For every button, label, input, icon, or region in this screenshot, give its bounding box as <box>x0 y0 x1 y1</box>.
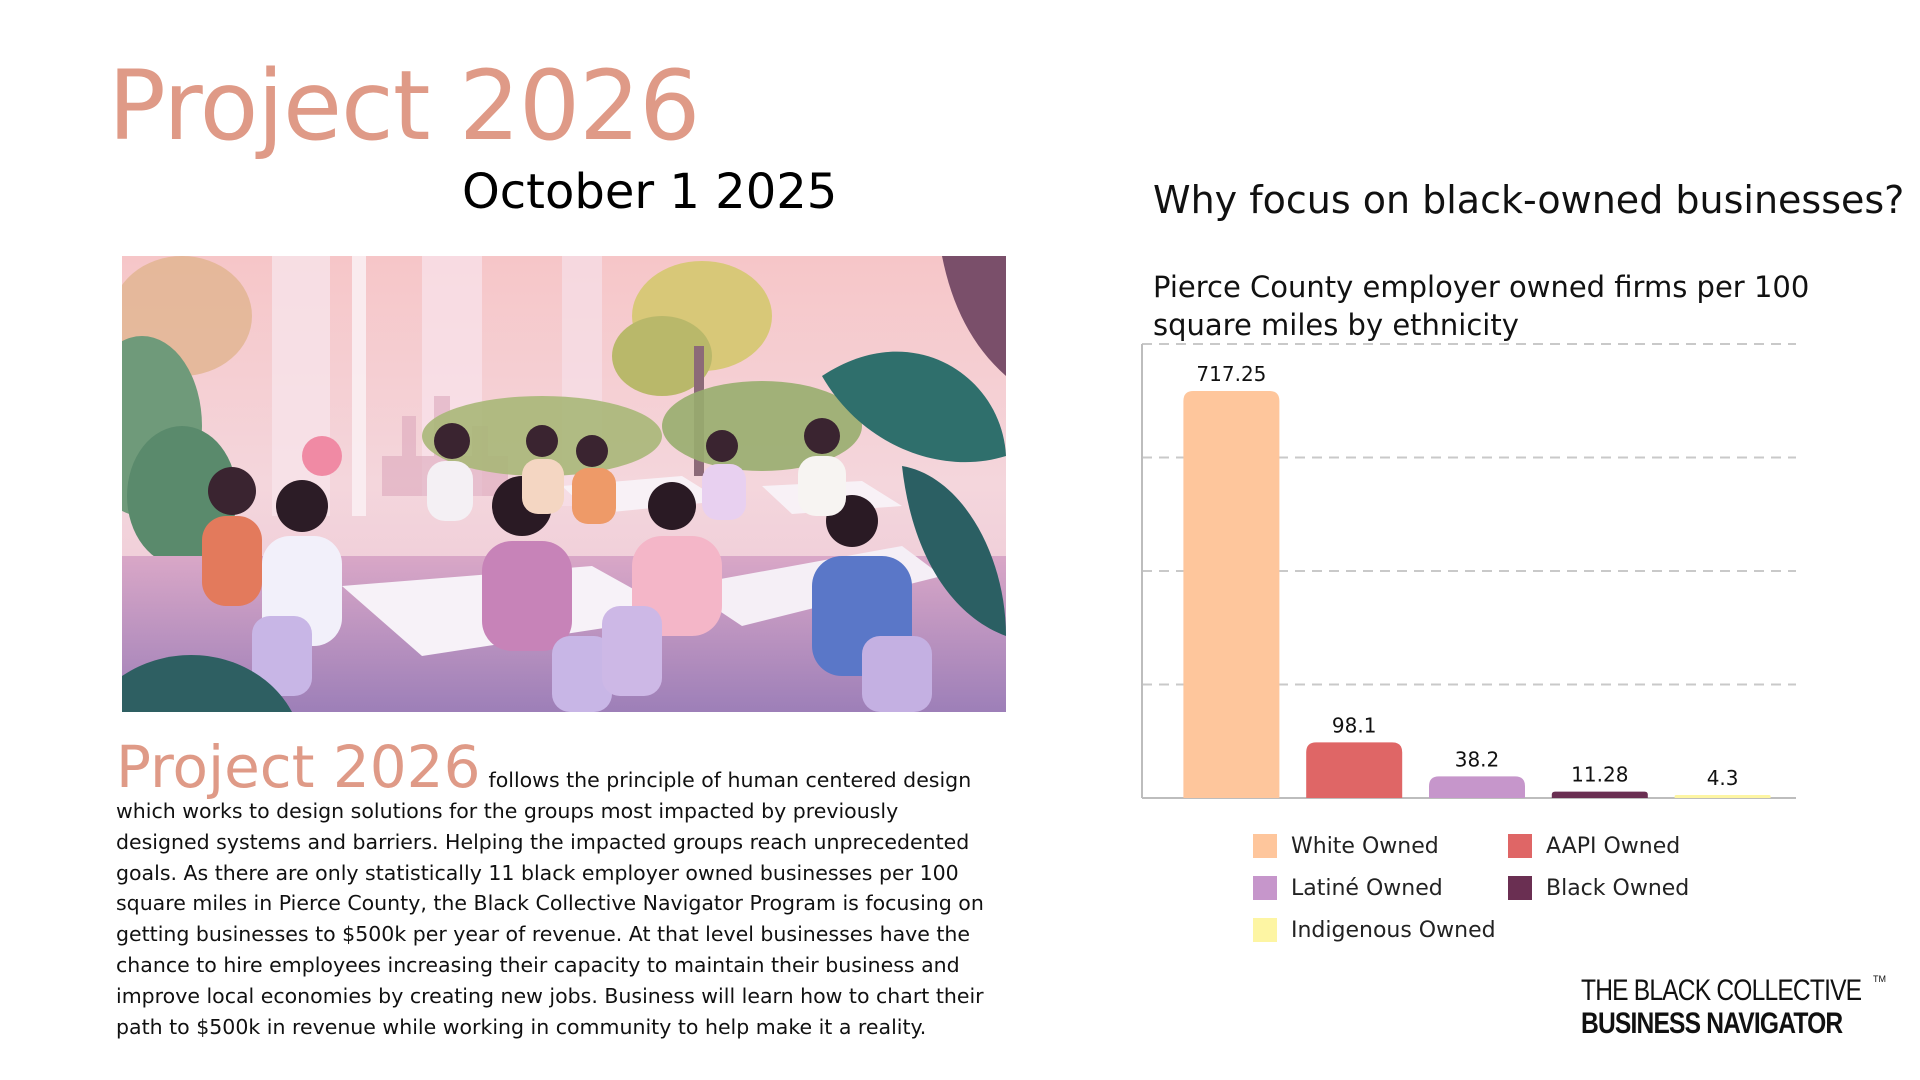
legend-swatch <box>1253 876 1277 900</box>
bar-white-owned <box>1183 390 1280 798</box>
trademark-mark: TM <box>1873 974 1886 984</box>
page-date: October 1 2025 <box>462 164 838 220</box>
chart-legend: White Owned AAPI Owned Latiné Owned Black O… <box>1253 832 1693 944</box>
logo-line2: BUSINESS NAVIGATOR <box>1581 1006 1843 1040</box>
legend-label: White Owned <box>1291 833 1439 859</box>
description-lead: Project 2026 <box>116 733 481 801</box>
data-label: 98.1 <box>1332 713 1377 737</box>
legend-swatch <box>1253 834 1277 858</box>
bar-black-owned <box>1551 791 1648 798</box>
legend-label: AAPI Owned <box>1546 833 1681 859</box>
data-label: 38.2 <box>1455 747 1500 771</box>
legend-item: Black Owned <box>1508 874 1693 902</box>
bar-indigenous-owned <box>1674 795 1771 798</box>
bar-aapi-owned <box>1306 742 1403 798</box>
legend-label: Latiné Owned <box>1291 875 1443 901</box>
illustration-cafe-scene <box>122 256 1006 712</box>
logo-line1: THE BLACK COLLECTIVE <box>1581 973 1862 1007</box>
legend-label: Black Owned <box>1546 875 1690 901</box>
legend-item: Latiné Owned <box>1253 874 1508 902</box>
legend-label: Indigenous Owned <box>1291 917 1496 943</box>
chart-title: Pierce County employer owned firms per 1… <box>1153 270 1810 342</box>
legend-swatch <box>1508 876 1532 900</box>
description-body: follows the principle of human centered … <box>116 768 984 1039</box>
legend-item: Indigenous Owned <box>1253 916 1508 944</box>
chart-heading: Why focus on black-owned businesses? <box>1153 178 1905 222</box>
bar-latin-owned <box>1429 776 1525 798</box>
legend-item: White Owned <box>1253 832 1508 860</box>
project-description: Project 2026 follows the principle of hum… <box>116 738 996 1042</box>
brand-logo: THE BLACK COLLECTIVE BUSINESS NAVIGATOR … <box>1567 972 1886 1042</box>
legend-swatch <box>1253 918 1277 942</box>
page-title: Project 2026 <box>108 50 700 162</box>
legend-swatch <box>1508 834 1532 858</box>
legend-item: AAPI Owned <box>1508 832 1693 860</box>
data-label: 4.3 <box>1707 766 1739 790</box>
data-label: 11.28 <box>1571 763 1628 787</box>
data-label: 717.25 <box>1196 362 1266 386</box>
bar-chart: 717.25 98.1 38.2 11.28 4.3 <box>1141 343 1796 799</box>
